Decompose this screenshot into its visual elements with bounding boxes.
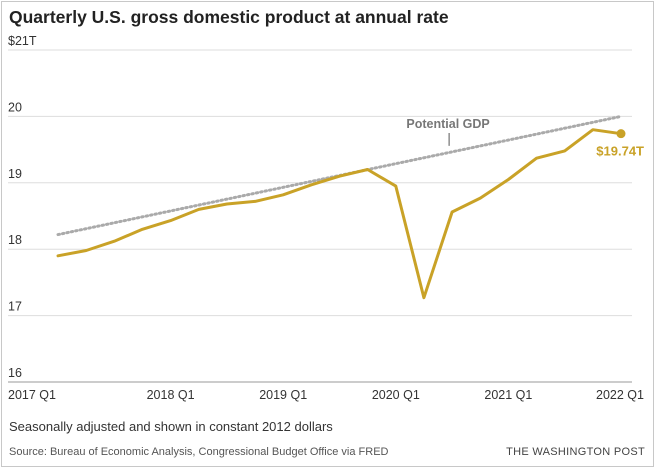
chart-title: Quarterly U.S. gross domestic product at…	[9, 7, 449, 27]
x-tick-label: 2019 Q1	[259, 388, 307, 402]
chart-note: Seasonally adjusted and shown in constan…	[9, 419, 333, 434]
y-tick-label: 19	[8, 167, 22, 181]
x-tick-label: 2020 Q1	[372, 388, 420, 402]
chart-source: Source: Bureau of Economic Analysis, Con…	[9, 446, 389, 458]
x-tick-label: 2017 Q1	[8, 388, 56, 402]
potential-gdp-label: Potential GDP	[406, 117, 489, 131]
x-tick-label: 2021 Q1	[484, 388, 532, 402]
y-tick-label: 17	[8, 300, 22, 314]
publisher-brand: THE WASHINGTON POST	[506, 446, 645, 458]
y-tick-label: 16	[8, 366, 22, 380]
y-tick-label: 20	[8, 100, 22, 114]
y-tick-label: $21T	[8, 34, 37, 48]
x-tick-label: 2018 Q1	[147, 388, 195, 402]
y-tick-labels: 16 17 18 19 20 $21T	[8, 34, 37, 380]
x-tick-label: 2022 Q1	[596, 388, 644, 402]
x-tick-labels: 2017 Q1 2018 Q1 2019 Q1 2020 Q1 2021 Q1 2022 …	[8, 388, 644, 402]
gdp-line-chart: 16 17 18 19 20 $21T 2017 Q1 2018 Q1 2019 Q1 2020…	[8, 34, 644, 402]
real-gdp-end-point	[616, 129, 626, 139]
series-group	[56, 114, 626, 300]
real-gdp-line	[56, 128, 623, 300]
y-tick-label: 18	[8, 233, 22, 247]
real-gdp-end-label: $19.74T	[596, 144, 644, 159]
y-gridlines	[8, 49, 632, 383]
annotation-group: Potential GDP $19.74T	[406, 117, 644, 159]
